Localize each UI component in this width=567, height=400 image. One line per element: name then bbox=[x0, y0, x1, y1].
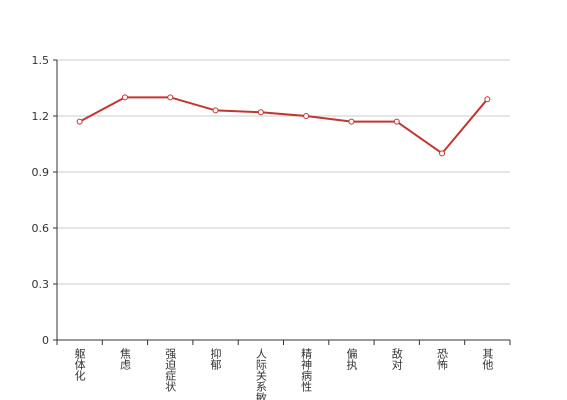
x-tick-label: 强迫症状 bbox=[164, 348, 177, 392]
y-tick-label: 0.6 bbox=[32, 222, 50, 235]
x-tick-label: 躯体化 bbox=[73, 348, 86, 382]
x-tick-label: 人际关系敏感 bbox=[254, 348, 267, 400]
x-tick-label: 敌对 bbox=[390, 347, 403, 370]
data-point bbox=[303, 113, 310, 119]
data-point bbox=[484, 96, 491, 103]
x-tick-label: 精神病性 bbox=[300, 348, 313, 393]
x-tick-label: 偏执 bbox=[345, 347, 358, 371]
data-line bbox=[79, 96, 489, 155]
plot: 0 0.3 0.6 0.9 1.2 1.5 躯体化 焦虑 强迫症状 抑郁 人际关系敏感 精神病性 偏执 敌… bbox=[32, 54, 511, 400]
data-point bbox=[257, 109, 264, 116]
data-point bbox=[348, 118, 355, 125]
y-tick-label: 0 bbox=[42, 334, 49, 347]
data-point bbox=[439, 150, 446, 157]
data-point bbox=[393, 118, 400, 125]
y-tick-label: 0.3 bbox=[32, 278, 50, 291]
y-tick-label: 0.9 bbox=[32, 166, 50, 179]
x-tick-label: 抑郁 bbox=[209, 347, 222, 370]
x-tick-label: 焦虑 bbox=[118, 348, 131, 370]
data-point bbox=[76, 118, 83, 125]
data-point bbox=[167, 94, 174, 101]
x-tick-label: 其他 bbox=[481, 348, 494, 370]
data-point bbox=[212, 107, 219, 114]
x-tick-label: 恐怖 bbox=[436, 348, 449, 370]
data-point bbox=[121, 94, 128, 101]
y-tick-label: 1.5 bbox=[32, 54, 50, 67]
y-tick-label: 1.2 bbox=[32, 110, 50, 123]
